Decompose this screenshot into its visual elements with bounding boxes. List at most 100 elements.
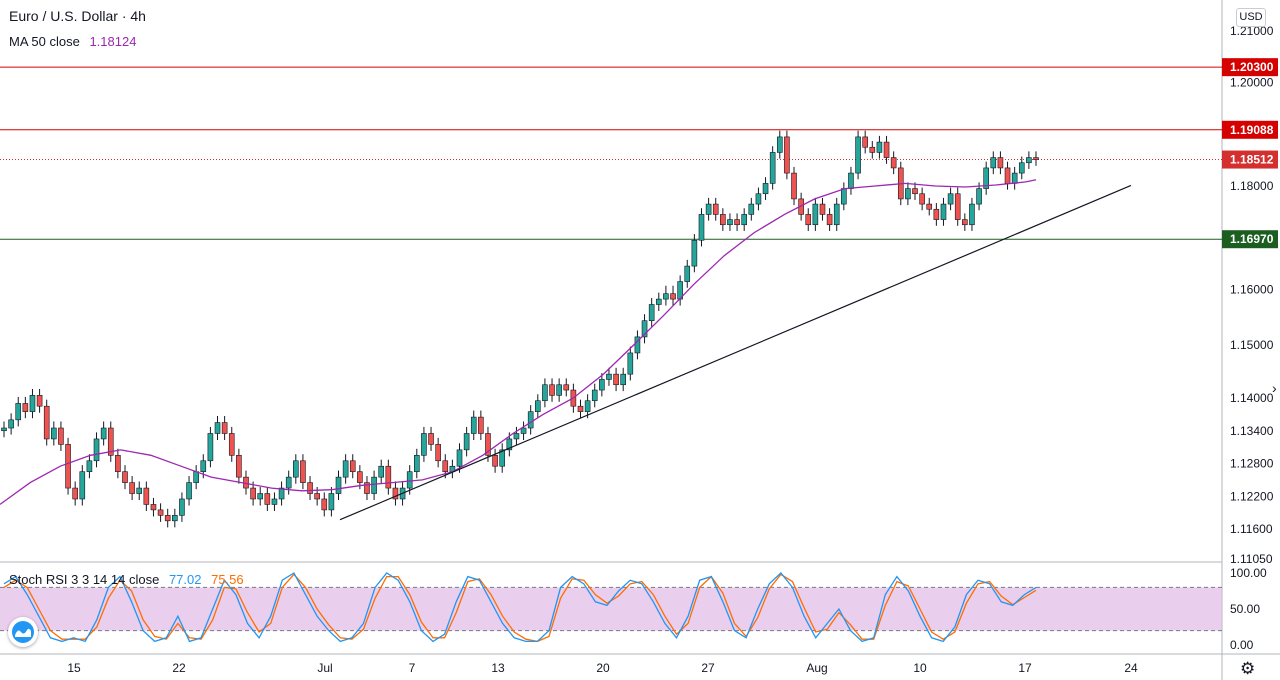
candle-body — [499, 449, 506, 467]
currency-badge[interactable]: USD — [1236, 8, 1266, 27]
chevron-right-icon[interactable]: › — [1272, 380, 1277, 396]
candle-body — [1018, 162, 1025, 174]
candle-body — [164, 515, 171, 522]
time-tick-label: 22 — [172, 661, 186, 675]
candle-body — [463, 433, 470, 451]
candle-body — [648, 304, 655, 322]
ma-label: MA 50 close — [9, 34, 80, 49]
candle-body — [278, 487, 285, 500]
candle-body — [250, 487, 256, 500]
stoch-k-line — [3, 572, 1037, 643]
candle-body — [841, 188, 847, 205]
candle-body — [428, 433, 434, 445]
candle-body — [997, 157, 1004, 169]
price-tick-label: 1.11050 — [1230, 552, 1273, 566]
time-tick-label: 10 — [913, 661, 927, 675]
candle-body — [200, 460, 207, 472]
candle-body — [641, 320, 648, 338]
candle-body — [307, 482, 313, 494]
candle-body — [613, 373, 619, 386]
candle-body — [300, 460, 306, 483]
candle-body — [8, 419, 14, 429]
stoch-tick-label: 100.00 — [1230, 566, 1267, 580]
time-tick-label: Aug — [806, 661, 827, 675]
candle-body — [591, 389, 598, 402]
candle-body — [86, 460, 93, 472]
candle-body — [962, 219, 968, 226]
price-level-tag-label: 1.19088 — [1230, 123, 1274, 137]
candle-body — [577, 405, 584, 412]
candle-body — [456, 449, 463, 467]
candle-body — [314, 493, 320, 500]
candle-body — [264, 493, 271, 505]
candle-body — [655, 298, 662, 305]
candle-body — [791, 172, 797, 200]
candle-body — [883, 141, 890, 158]
price-axis[interactable]: 1.21000 1.20000 1.18000 1.16000 1.15000 1.140… — [1222, 24, 1278, 652]
candle-body — [36, 395, 43, 407]
stoch-band — [0, 587, 1222, 631]
candle-body — [748, 203, 755, 215]
candle-body — [663, 293, 669, 300]
candle-body — [143, 487, 150, 505]
ma50-line — [0, 179, 1037, 505]
stoch-label: Stoch RSI 3 3 14 14 close — [9, 572, 160, 587]
candle-body — [293, 460, 299, 478]
candle-body — [926, 203, 933, 210]
candle-body — [150, 504, 157, 511]
price-tick-label: 1.21000 — [1230, 24, 1274, 38]
price-tick-label: 1.12200 — [1230, 489, 1274, 503]
candle-body — [584, 400, 591, 412]
stoch-d-value: 75.56 — [211, 572, 244, 587]
candle-body — [805, 214, 812, 226]
candle-body — [876, 141, 883, 153]
candle-body — [72, 487, 78, 500]
candle-body — [485, 433, 491, 456]
candle-body — [990, 157, 997, 169]
price-level-tag — [1222, 120, 1278, 139]
candle-body — [271, 498, 278, 505]
candle-body — [179, 498, 185, 516]
ma-legend[interactable]: MA 50 close 1.18124 — [9, 34, 142, 49]
candle-body — [107, 427, 114, 456]
candle-body — [947, 193, 954, 205]
candle-body — [826, 214, 833, 226]
price-level-tag-label: 1.16970 — [1230, 232, 1274, 246]
candle-body — [321, 498, 328, 511]
tradingview-logo-icon[interactable] — [8, 617, 38, 647]
price-tick-label: 1.20000 — [1230, 76, 1274, 90]
candle-body — [421, 433, 427, 456]
candle-body — [933, 208, 940, 220]
price-tick-label: 1.12800 — [1230, 457, 1274, 471]
candle-body — [734, 219, 740, 226]
candle-body — [1, 427, 7, 432]
candle-body — [29, 395, 36, 412]
symbol-legend[interactable]: Euro / U.S. Dollar · 4h — [9, 8, 152, 24]
candle-body — [549, 384, 555, 396]
candle-body — [100, 427, 107, 440]
candle-body — [599, 379, 605, 391]
symbol-title: Euro / U.S. Dollar · 4h — [9, 8, 146, 24]
candle-body — [776, 136, 783, 153]
price-level-tag-label: 1.20300 — [1230, 60, 1274, 74]
candle-body — [905, 188, 911, 200]
candle-body — [285, 476, 292, 489]
candle-body — [186, 482, 192, 500]
candle-body — [755, 193, 762, 205]
candle-body — [1004, 167, 1011, 184]
stoch-legend[interactable]: Stoch RSI 3 3 14 14 close 77.02 75.56 — [9, 572, 250, 587]
price-tick-label: 1.11600 — [1230, 522, 1273, 536]
candle-body — [606, 373, 612, 380]
time-axis[interactable]: 15 22 Jul 7 13 20 27 Aug 10 17 24 — [67, 661, 1138, 675]
candle-body — [342, 460, 349, 478]
candle-body — [371, 476, 377, 494]
candle-body — [157, 509, 164, 516]
candle-body — [406, 471, 413, 489]
candle-body — [520, 427, 527, 434]
candle-body — [855, 136, 861, 174]
candle-body — [115, 455, 121, 472]
candle-body — [236, 455, 242, 478]
gear-icon[interactable]: ⚙ — [1240, 659, 1256, 678]
candle-body — [172, 515, 178, 522]
